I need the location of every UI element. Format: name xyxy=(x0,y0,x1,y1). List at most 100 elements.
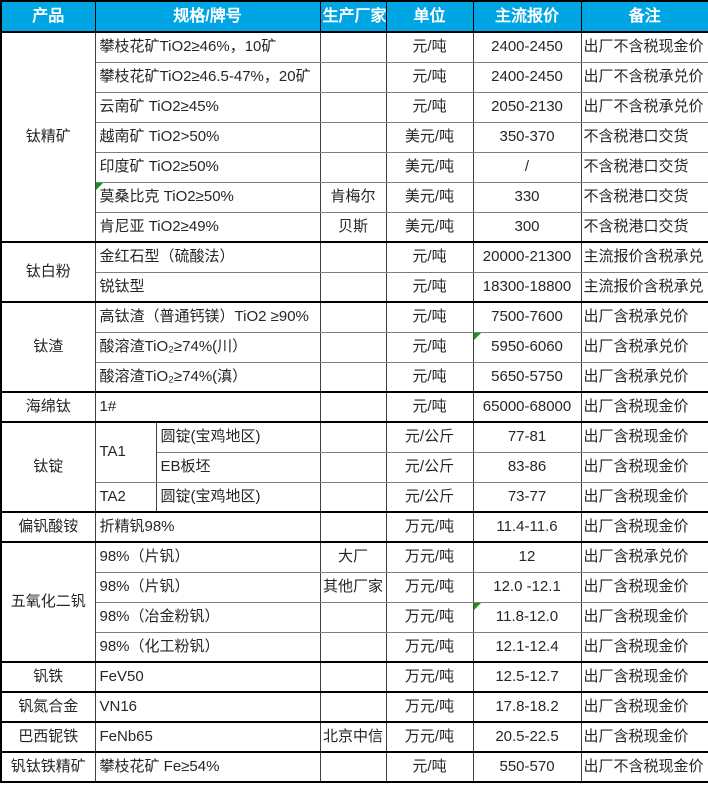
cell-spec[interactable]: 折精钒98% xyxy=(94,511,321,543)
cell-manufacturer[interactable]: 肯梅尔 xyxy=(319,181,387,213)
cell-spec[interactable]: 高钛渣（普通钙镁）TiO2 ≥90% xyxy=(94,301,321,333)
cell-spec-grade[interactable]: TA1 xyxy=(94,421,157,483)
cell-price[interactable]: 550-570 xyxy=(472,751,582,783)
cell-manufacturer[interactable] xyxy=(319,691,387,723)
cell-unit[interactable]: 元/吨 xyxy=(385,31,474,63)
cell-note[interactable]: 主流报价含税承兑 xyxy=(580,271,708,303)
cell-spec[interactable]: 酸溶渣TiO₂≥74%(滇） xyxy=(94,361,321,393)
cell-note[interactable]: 出厂含税现金价 xyxy=(580,391,708,423)
col-header-price[interactable]: 主流报价 xyxy=(472,0,582,33)
cell-price[interactable]: 5650-5750 xyxy=(472,361,582,393)
cell-note[interactable]: 出厂含税现金价 xyxy=(580,721,708,753)
cell-spec[interactable]: FeNb65 xyxy=(94,721,321,753)
cell-note[interactable]: 出厂含税承兑价 xyxy=(580,301,708,333)
cell-price[interactable]: 20.5-22.5 xyxy=(472,721,582,753)
cell-unit[interactable]: 美元/吨 xyxy=(385,211,474,243)
cell-note[interactable]: 出厂含税承兑价 xyxy=(580,361,708,393)
cell-unit[interactable]: 元/公斤 xyxy=(385,451,474,483)
cell-product[interactable]: 钒氮合金 xyxy=(0,691,96,723)
cell-spec[interactable]: 98%（片钒） xyxy=(94,541,321,573)
cell-unit[interactable]: 元/公斤 xyxy=(385,481,474,513)
cell-note[interactable]: 出厂不含税承兑价 xyxy=(580,91,708,123)
cell-manufacturer[interactable] xyxy=(319,301,387,333)
cell-note[interactable]: 出厂含税承兑价 xyxy=(580,331,708,363)
cell-product[interactable]: 五氧化二钒 xyxy=(0,541,96,663)
cell-manufacturer[interactable] xyxy=(319,151,387,183)
cell-note[interactable]: 出厂不含税现金价 xyxy=(580,31,708,63)
cell-price[interactable]: 77-81 xyxy=(472,421,582,453)
cell-manufacturer[interactable] xyxy=(319,241,387,273)
cell-manufacturer[interactable] xyxy=(319,481,387,513)
cell-spec[interactable]: 1# xyxy=(94,391,321,423)
cell-manufacturer[interactable] xyxy=(319,631,387,663)
cell-spec[interactable]: 越南矿 TiO2>50% xyxy=(94,121,321,153)
cell-note[interactable]: 不含税港口交货 xyxy=(580,121,708,153)
cell-manufacturer[interactable] xyxy=(319,361,387,393)
cell-spec[interactable]: FeV50 xyxy=(94,661,321,693)
cell-spec[interactable]: VN16 xyxy=(94,691,321,723)
cell-manufacturer[interactable]: 贝斯 xyxy=(319,211,387,243)
cell-note[interactable]: 不含税港口交货 xyxy=(580,211,708,243)
cell-product[interactable]: 钛白粉 xyxy=(0,241,96,303)
cell-spec[interactable]: 酸溶渣TiO₂≥74%(川） xyxy=(94,331,321,363)
cell-note[interactable]: 出厂含税现金价 xyxy=(580,691,708,723)
cell-spec[interactable]: 肯尼亚 TiO2≥49% xyxy=(94,211,321,243)
cell-manufacturer[interactable]: 大厂 xyxy=(319,541,387,573)
cell-manufacturer[interactable]: 其他厂家 xyxy=(319,571,387,603)
cell-manufacturer[interactable] xyxy=(319,331,387,363)
cell-spec[interactable]: 攀枝花矿 Fe≥54% xyxy=(94,751,321,783)
cell-note[interactable]: 出厂含税现金价 xyxy=(580,451,708,483)
cell-product[interactable]: 钛渣 xyxy=(0,301,96,393)
cell-note[interactable]: 出厂含税现金价 xyxy=(580,631,708,663)
cell-manufacturer[interactable] xyxy=(319,451,387,483)
cell-manufacturer[interactable] xyxy=(319,511,387,543)
col-header-unit[interactable]: 单位 xyxy=(385,0,474,33)
cell-product[interactable]: 偏钒酸铵 xyxy=(0,511,96,543)
cell-unit[interactable]: 万元/吨 xyxy=(385,541,474,573)
cell-unit[interactable]: 元/吨 xyxy=(385,361,474,393)
cell-note[interactable]: 出厂不含税现金价 xyxy=(580,751,708,783)
cell-unit[interactable]: 元/吨 xyxy=(385,751,474,783)
cell-spec[interactable]: 印度矿 TiO2≥50% xyxy=(94,151,321,183)
cell-note[interactable]: 出厂含税承兑价 xyxy=(580,541,708,573)
cell-unit[interactable]: 万元/吨 xyxy=(385,631,474,663)
cell-spec-detail[interactable]: EB板坯 xyxy=(155,451,321,483)
cell-price[interactable]: 2400-2450 xyxy=(472,61,582,93)
cell-note[interactable]: 不含税港口交货 xyxy=(580,181,708,213)
cell-spec[interactable]: 98%（化工粉钒） xyxy=(94,631,321,663)
cell-spec-detail[interactable]: 圆锭(宝鸡地区) xyxy=(155,421,321,453)
cell-manufacturer[interactable]: 北京中信 xyxy=(319,721,387,753)
col-header-maker[interactable]: 生产厂家 xyxy=(319,0,387,33)
cell-unit[interactable]: 元/吨 xyxy=(385,91,474,123)
cell-price[interactable]: 12 xyxy=(472,541,582,573)
cell-unit[interactable]: 元/吨 xyxy=(385,301,474,333)
cell-manufacturer[interactable] xyxy=(319,91,387,123)
cell-note[interactable]: 出厂含税现金价 xyxy=(580,571,708,603)
cell-product[interactable]: 钒钛铁精矿 xyxy=(0,751,96,783)
cell-note[interactable]: 出厂含税现金价 xyxy=(580,601,708,633)
cell-spec[interactable]: 莫桑比克 TiO2≥50% xyxy=(94,181,321,213)
cell-price[interactable]: 2400-2450 xyxy=(472,31,582,63)
cell-note[interactable]: 出厂不含税承兑价 xyxy=(580,61,708,93)
cell-spec[interactable]: 攀枝花矿TiO2≥46%，10矿 xyxy=(94,31,321,63)
cell-price[interactable]: 5950-6060 xyxy=(472,331,582,363)
cell-note[interactable]: 出厂含税现金价 xyxy=(580,511,708,543)
cell-price[interactable]: 83-86 xyxy=(472,451,582,483)
cell-note[interactable]: 出厂含税现金价 xyxy=(580,421,708,453)
cell-unit[interactable]: 万元/吨 xyxy=(385,691,474,723)
cell-manufacturer[interactable] xyxy=(319,601,387,633)
cell-note[interactable]: 出厂含税现金价 xyxy=(580,661,708,693)
cell-manufacturer[interactable] xyxy=(319,421,387,453)
cell-price[interactable]: 7500-7600 xyxy=(472,301,582,333)
cell-unit[interactable]: 万元/吨 xyxy=(385,721,474,753)
cell-unit[interactable]: 万元/吨 xyxy=(385,661,474,693)
cell-product[interactable]: 巴西铌铁 xyxy=(0,721,96,753)
cell-price[interactable]: 18300-18800 xyxy=(472,271,582,303)
cell-manufacturer[interactable] xyxy=(319,751,387,783)
cell-manufacturer[interactable] xyxy=(319,61,387,93)
cell-unit[interactable]: 万元/吨 xyxy=(385,601,474,633)
cell-price[interactable]: 17.8-18.2 xyxy=(472,691,582,723)
cell-unit[interactable]: 美元/吨 xyxy=(385,181,474,213)
cell-price[interactable]: 11.8-12.0 xyxy=(472,601,582,633)
cell-price[interactable]: 12.0 -12.1 xyxy=(472,571,582,603)
